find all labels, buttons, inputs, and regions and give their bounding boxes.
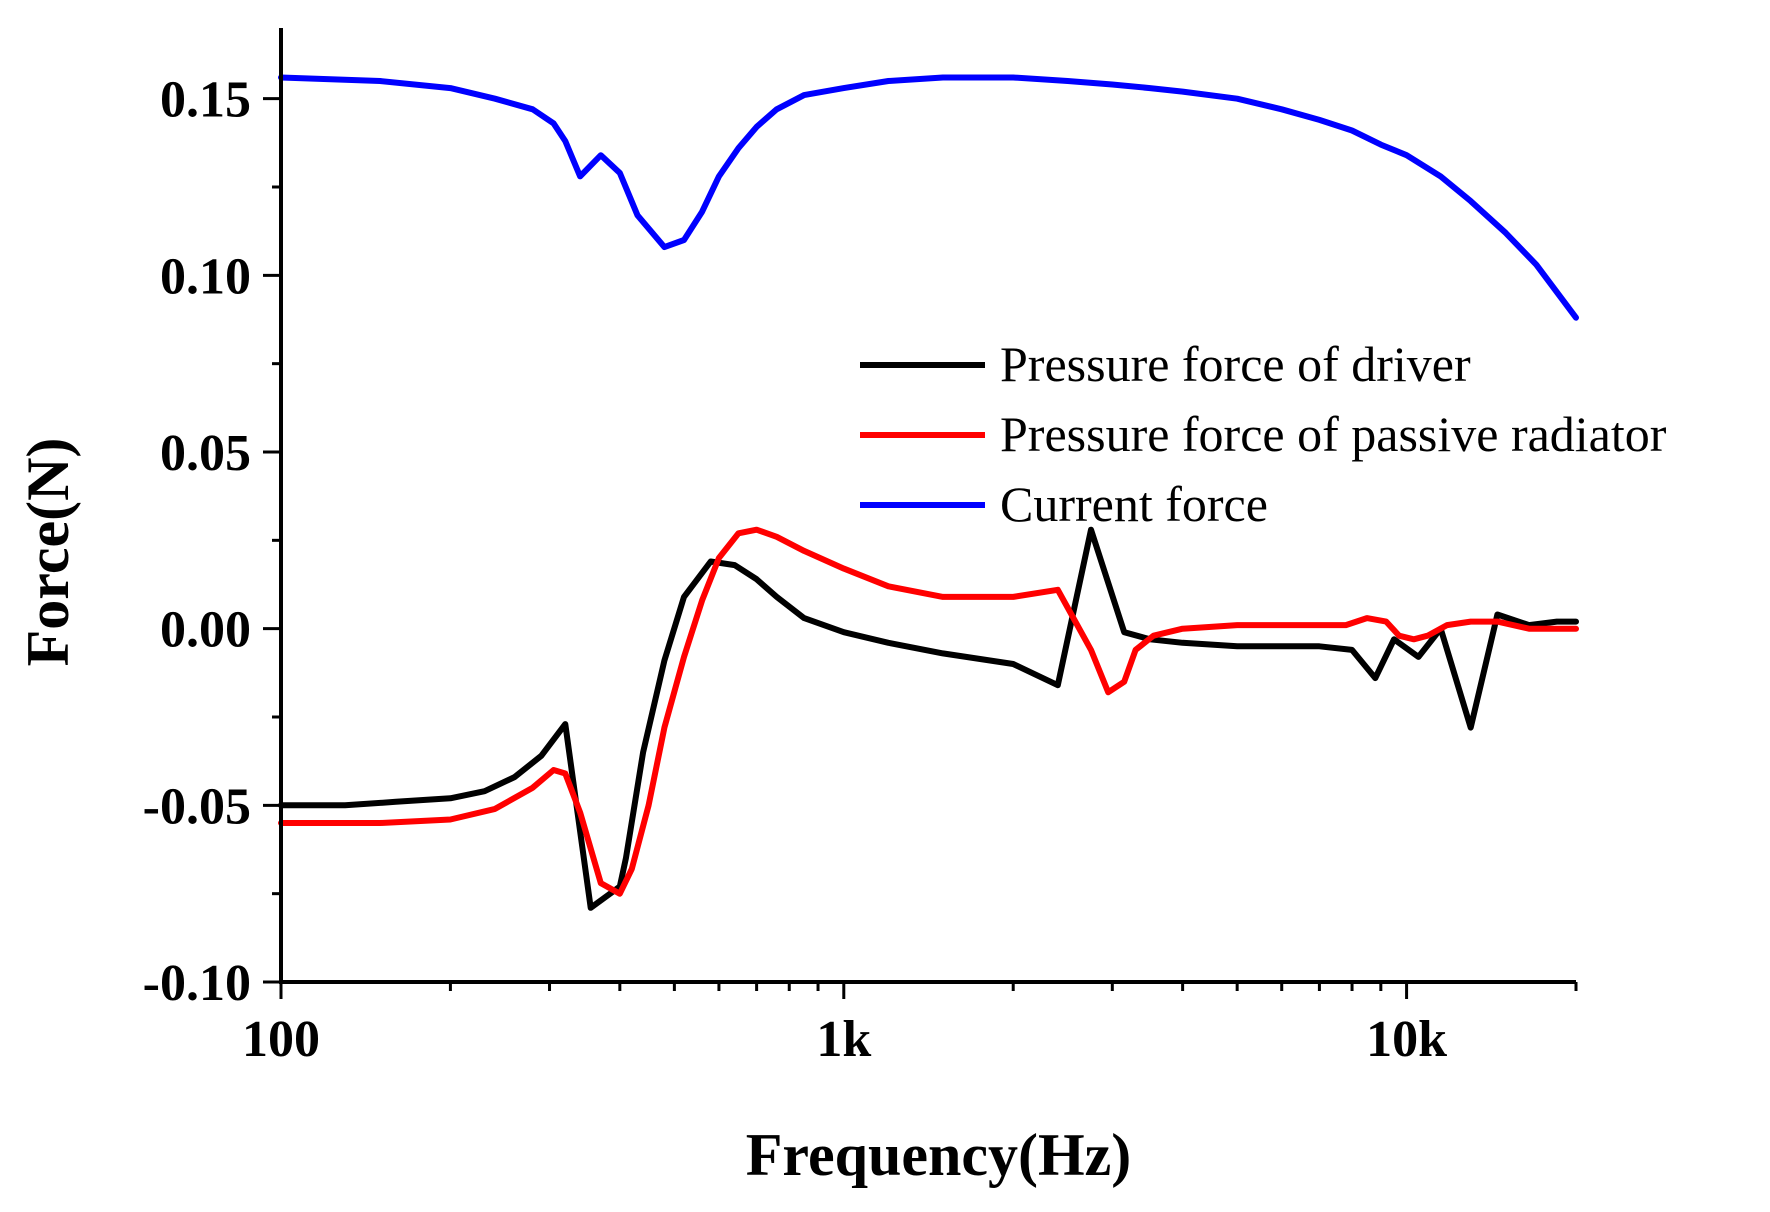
y-tick-label: 0.00 bbox=[160, 602, 251, 659]
y-axis-title: Force(N) bbox=[15, 438, 81, 667]
series-layer bbox=[278, 74, 1579, 911]
y-tick-label: -0.05 bbox=[143, 778, 251, 835]
y-tick-label: 0.05 bbox=[160, 425, 251, 482]
y-tick-label: 0.10 bbox=[160, 248, 251, 305]
series-line-1 bbox=[278, 526, 1579, 911]
y-tick-label: 0.15 bbox=[160, 72, 251, 129]
series-line-3 bbox=[278, 74, 1579, 321]
legend-label-1: Pressure force of driver bbox=[1000, 336, 1471, 392]
legend-label-2: Pressure force of passive radiator bbox=[1000, 406, 1667, 462]
y-tick-label: -0.10 bbox=[143, 955, 251, 1012]
legend-label-3: Current force bbox=[1000, 476, 1268, 532]
series-line-2 bbox=[278, 526, 1579, 897]
ticks-layer: 100 1k 10k -0.10 -0.05 0.00 0.05 0.10 0.15 bbox=[143, 72, 1578, 1068]
x-tick-label: 100 bbox=[242, 1011, 320, 1068]
legend: Pressure force of driver Pressure force o… bbox=[860, 336, 1667, 532]
x-axis-title: Frequency(Hz) bbox=[746, 1122, 1131, 1188]
x-tick-label: 10k bbox=[1366, 1011, 1447, 1068]
x-tick-label: 1k bbox=[816, 1011, 871, 1068]
